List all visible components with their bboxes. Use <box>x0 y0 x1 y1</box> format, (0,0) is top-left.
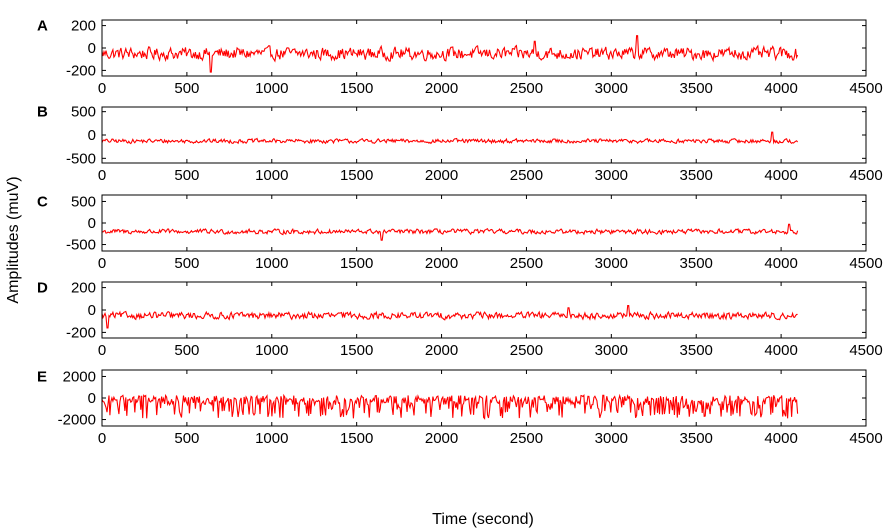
x-tick-label: 0 <box>98 430 106 447</box>
x-tick-label: 1000 <box>255 342 288 359</box>
plot-frame <box>101 194 867 252</box>
x-tick-label: 4500 <box>849 430 882 447</box>
x-tick-label: 3500 <box>680 430 713 447</box>
y-tick-label: -200 <box>66 324 96 341</box>
y-tick-label: -500 <box>66 150 96 167</box>
x-tick-label: 500 <box>174 255 199 272</box>
y-tick-label: 500 <box>71 104 96 121</box>
x-tick-label: 3000 <box>595 430 628 447</box>
x-tick-label: 2500 <box>510 342 543 359</box>
y-tick-label: -500 <box>66 237 96 254</box>
x-tick-label: 3500 <box>680 255 713 272</box>
x-tick-label: 2000 <box>425 342 458 359</box>
x-tick-label: 3500 <box>680 80 713 97</box>
panel-b: B 0 500 1000 1500 2000 2500 3000 3500 4000 4500 500… <box>37 104 883 184</box>
x-tick-label: 1500 <box>340 430 373 447</box>
x-tick-label: 0 <box>98 167 106 184</box>
x-tick-label: 1000 <box>255 430 288 447</box>
panel-d: D0 500 1000 1500 2000 2500 3000 3500 4000 4500200… <box>37 280 883 359</box>
x-tick-label: 1000 <box>255 167 288 184</box>
y-tick-label: 0 <box>88 127 96 144</box>
x-tick-label: 0 <box>98 80 106 97</box>
panel-c: C 0 500 1000 1500 2000 2500 3000 3500 4000 4500 500… <box>37 193 883 272</box>
panels: A0 500 1000 1500 2000 2500 3000 3500 4000 4500200… <box>37 18 883 447</box>
y-axis-label: Amplitudes (muV) <box>5 176 22 303</box>
x-tick-label: 3000 <box>595 342 628 359</box>
x-tick-label: 1000 <box>255 255 288 272</box>
x-tick-label: 3000 <box>595 167 628 184</box>
y-tick-label: 0 <box>88 390 96 407</box>
panel-letter: D <box>37 280 48 297</box>
x-tick-label: 4000 <box>764 167 797 184</box>
x-tick-label: 4500 <box>849 342 882 359</box>
panel-letter: C <box>37 193 48 210</box>
y-tick-label: -2000 <box>58 412 96 429</box>
x-tick-label: 4000 <box>764 430 797 447</box>
x-tick-label: 2500 <box>510 167 543 184</box>
y-tick-label: 500 <box>71 193 96 210</box>
x-tick-label: 2500 <box>510 255 543 272</box>
x-tick-label: 1500 <box>340 342 373 359</box>
x-tick-label: 4000 <box>764 342 797 359</box>
plot-frame <box>101 19 867 77</box>
y-tick-label: 200 <box>71 280 96 297</box>
x-tick-label: 1000 <box>255 80 288 97</box>
x-tick-label: 2000 <box>425 80 458 97</box>
x-tick-label: 500 <box>174 167 199 184</box>
plot-frame <box>101 106 867 164</box>
x-tick-label: 4500 <box>849 80 882 97</box>
y-tick-label: 0 <box>88 302 96 319</box>
x-tick-label: 500 <box>174 80 199 97</box>
panel-e: E 0 500 1000 1500 2000 2500 3000 3500 4000 4500 200… <box>37 368 883 447</box>
x-tick-label: 2500 <box>510 80 543 97</box>
signal-line <box>101 304 798 329</box>
x-tick-label: 2500 <box>510 430 543 447</box>
panel-a: A0 500 1000 1500 2000 2500 3000 3500 4000 4500200… <box>37 18 883 97</box>
x-tick-label: 4500 <box>849 167 882 184</box>
x-tick-label: 500 <box>174 342 199 359</box>
x-tick-label: 2000 <box>425 430 458 447</box>
y-tick-label: 200 <box>71 18 96 35</box>
signal-line <box>101 223 799 241</box>
x-tick-label: 1500 <box>340 80 373 97</box>
x-tick-label: 3500 <box>680 167 713 184</box>
x-tick-label: 3000 <box>595 255 628 272</box>
x-tick-label: 3000 <box>595 80 628 97</box>
x-tick-label: 0 <box>98 255 106 272</box>
x-tick-label: 1500 <box>340 255 373 272</box>
x-tick-label: 3500 <box>680 342 713 359</box>
x-tick-label: 0 <box>98 342 106 359</box>
plot-frame <box>101 281 867 339</box>
y-tick-label: -200 <box>66 62 96 79</box>
panel-letter: E <box>37 368 47 385</box>
x-tick-label: 2000 <box>425 167 458 184</box>
x-tick-label: 500 <box>174 430 199 447</box>
x-axis-label: Time (second) <box>432 511 534 528</box>
x-tick-label: 4000 <box>764 255 797 272</box>
x-tick-label: 4500 <box>849 255 882 272</box>
panel-letter: A <box>37 18 48 35</box>
signal-line <box>101 393 799 420</box>
y-tick-label: 0 <box>88 40 96 57</box>
signal-line <box>101 131 799 145</box>
x-tick-label: 2000 <box>425 255 458 272</box>
panel-letter: B <box>37 104 48 121</box>
signal-line <box>101 35 799 73</box>
y-tick-label: 2000 <box>63 368 96 385</box>
y-tick-label: 0 <box>88 215 96 232</box>
x-tick-label: 1500 <box>340 167 373 184</box>
x-tick-label: 4000 <box>764 80 797 97</box>
